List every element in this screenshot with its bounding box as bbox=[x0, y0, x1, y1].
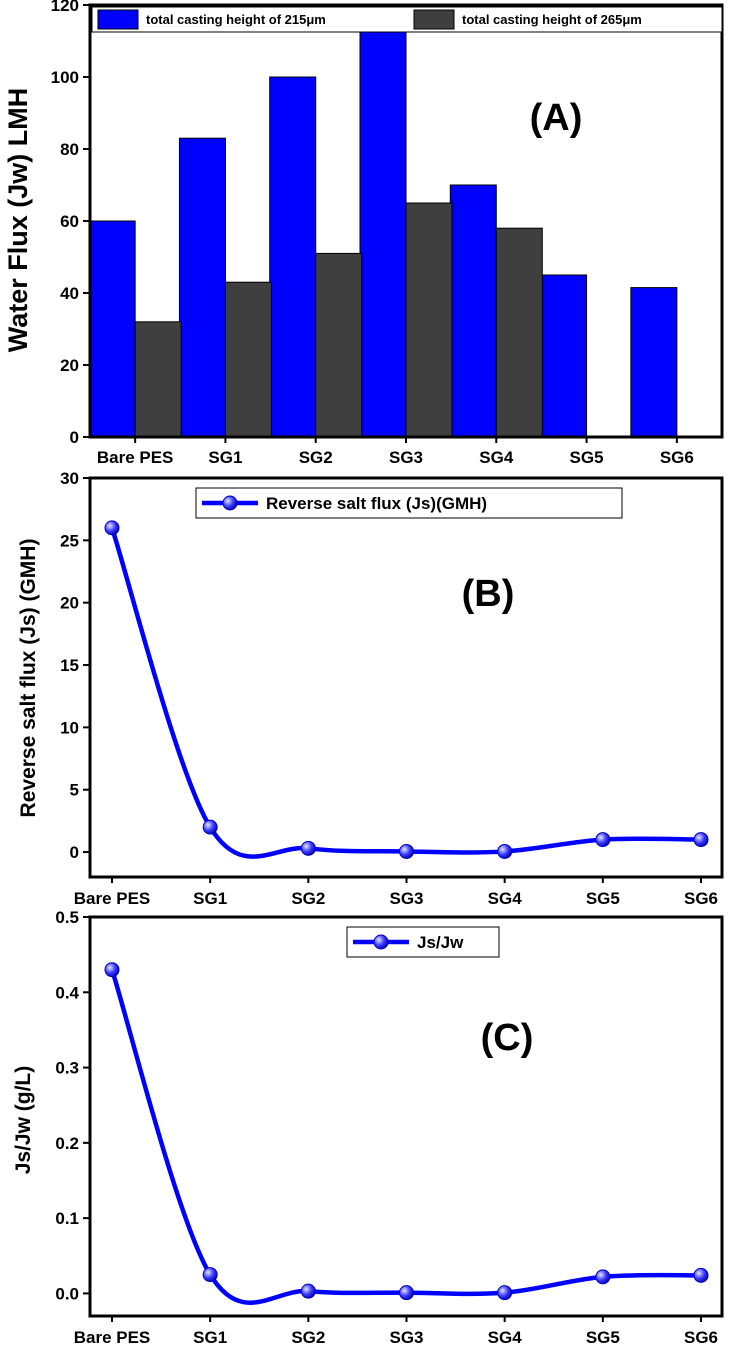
y-tick-label: 5 bbox=[70, 781, 79, 800]
x-tick-label: SG5 bbox=[586, 889, 620, 908]
y-tick-label: 40 bbox=[60, 284, 79, 303]
bar-sg2-series-2 bbox=[315, 252, 363, 438]
series-line bbox=[109, 969, 702, 1305]
y-tick-label: 0.5 bbox=[55, 908, 79, 927]
y-tick-label: 0.3 bbox=[55, 1059, 79, 1078]
x-tick-label: SG1 bbox=[208, 448, 242, 467]
x-tick-label: SG4 bbox=[488, 889, 523, 908]
point-sg2 bbox=[300, 1283, 316, 1299]
legend-label: total casting height of 215μm bbox=[146, 12, 326, 27]
bar-sg3-series-1 bbox=[359, 22, 407, 438]
point-sg6 bbox=[693, 832, 709, 848]
x-tick-label: SG6 bbox=[684, 889, 718, 908]
legend: total casting height of 215μm total casti… bbox=[91, 6, 723, 33]
y-tick-label: 0 bbox=[70, 843, 79, 862]
point-sg5 bbox=[595, 1269, 611, 1285]
bar-sg4-series-2 bbox=[495, 227, 543, 438]
y-axis-title: Js/Jw (g/L) bbox=[12, 1066, 35, 1175]
y-tick-label: 20 bbox=[60, 356, 79, 375]
legend-label: Js/Jw bbox=[417, 933, 464, 952]
x-tick-label: SG4 bbox=[488, 1328, 523, 1347]
y-tick-label: 0.4 bbox=[55, 983, 79, 1002]
bar-sg3-series-2 bbox=[405, 202, 453, 438]
point-sg4 bbox=[497, 843, 513, 859]
legend-box bbox=[195, 487, 623, 519]
point-sg3 bbox=[399, 843, 414, 859]
legend-swatch bbox=[413, 9, 455, 30]
legend-marker bbox=[222, 495, 238, 511]
legend-marker bbox=[373, 934, 389, 950]
point-bare-pes bbox=[104, 520, 120, 536]
chart-panel-b: Bare PES SG1 SG2 SG3 SG4 SG5 SG6 0 5 10 15 20 25 30 Re… bbox=[17, 469, 724, 908]
y-tick-label: 0 bbox=[70, 428, 79, 447]
chart-panel-c: Bare PES SG1 SG2 SG3 SG4 SG5 SG6 0.0 0.1 0.2 0.3 0.… bbox=[12, 908, 724, 1347]
legend: Js/Jw bbox=[346, 926, 500, 958]
y-tick-label: 120 bbox=[51, 0, 79, 15]
point-bare-pes bbox=[104, 962, 120, 978]
legend-box bbox=[91, 6, 723, 33]
panel-label: (B) bbox=[462, 573, 515, 615]
x-tick-label: Bare PES bbox=[74, 1328, 151, 1347]
y-tick-label: 10 bbox=[60, 718, 79, 737]
x-tick-label: SG2 bbox=[291, 1328, 325, 1347]
bar-bare-pes-series-1 bbox=[88, 220, 136, 438]
bar-sg1-series-1 bbox=[178, 137, 226, 438]
chart-panel-a: Bare PES SG1 SG2 SG3 SG4 SG5 SG6 0 20 40 60 80 100 12… bbox=[3, 0, 724, 467]
bar-sg6-series-1 bbox=[630, 287, 678, 438]
y-tick-label: 0.0 bbox=[55, 1284, 79, 1303]
y-tick-label: 0.2 bbox=[55, 1134, 79, 1153]
x-tick-label: SG5 bbox=[586, 1328, 620, 1347]
legend-swatch bbox=[97, 9, 139, 30]
x-tick-label: SG2 bbox=[299, 448, 333, 467]
y-tick-label: 100 bbox=[51, 68, 79, 87]
x-tick-label: Bare PES bbox=[97, 448, 174, 467]
bar-sg5-series-1 bbox=[540, 274, 588, 438]
legend-label: total casting height of 265μm bbox=[462, 12, 642, 27]
y-axis-title: Water Flux (Jw) LMH bbox=[3, 88, 33, 353]
x-tick-label: SG3 bbox=[389, 889, 423, 908]
y-axis-title: Reverse salt flux (Js) (GMH) bbox=[17, 539, 40, 818]
legend-label: Reverse salt flux (Js)(GMH) bbox=[266, 494, 487, 513]
series-line bbox=[109, 527, 702, 859]
x-tick-label: SG6 bbox=[660, 448, 694, 467]
x-tick-label: SG4 bbox=[479, 448, 514, 467]
panel-label: (C) bbox=[481, 1017, 534, 1059]
y-tick-label: 0.1 bbox=[55, 1209, 79, 1228]
x-tick-label: SG6 bbox=[684, 1328, 718, 1347]
x-tick-label: SG2 bbox=[291, 889, 325, 908]
point-sg6 bbox=[693, 1267, 709, 1283]
bar-sg1-series-2 bbox=[224, 281, 272, 438]
plot-frame bbox=[88, 915, 724, 1318]
point-sg5 bbox=[595, 832, 611, 848]
legend: Reverse salt flux (Js)(GMH) bbox=[195, 487, 623, 519]
x-tick-label: Bare PES bbox=[74, 889, 151, 908]
panel-label: (A) bbox=[530, 97, 583, 139]
point-sg4 bbox=[497, 1285, 513, 1301]
x-tick-label: SG5 bbox=[570, 448, 604, 467]
x-tick-label: SG3 bbox=[389, 1328, 423, 1347]
y-tick-label: 15 bbox=[60, 656, 79, 675]
x-tick-label: SG3 bbox=[389, 448, 423, 467]
bar-sg4-series-1 bbox=[449, 184, 497, 438]
x-tick-label: SG1 bbox=[193, 1328, 227, 1347]
y-tick-label: 25 bbox=[60, 531, 79, 550]
plot-frame bbox=[88, 476, 724, 879]
point-sg3 bbox=[399, 1285, 414, 1301]
x-tick-label: SG1 bbox=[193, 889, 227, 908]
y-tick-label: 60 bbox=[60, 212, 79, 231]
y-tick-label: 30 bbox=[60, 469, 79, 488]
bar-sg2-series-1 bbox=[269, 76, 317, 438]
point-sg2 bbox=[300, 840, 316, 856]
point-sg1 bbox=[202, 819, 218, 835]
point-sg1 bbox=[202, 1267, 218, 1283]
bar-bare-pes-series-2 bbox=[134, 321, 182, 438]
y-tick-label: 80 bbox=[60, 140, 79, 159]
y-tick-label: 20 bbox=[60, 594, 79, 613]
